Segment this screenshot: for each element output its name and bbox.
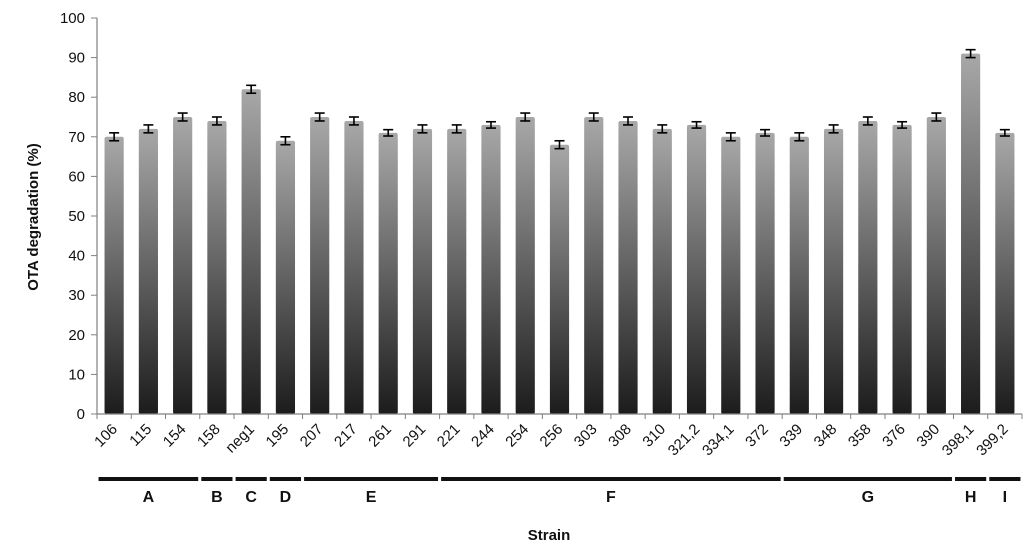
group-line <box>441 477 781 481</box>
category-label: 291 <box>400 421 430 451</box>
category-label: 256 <box>537 421 567 451</box>
category-label: 195 <box>263 421 293 451</box>
bar <box>412 128 433 414</box>
y-tick-label: 100 <box>60 10 85 27</box>
bar <box>926 117 946 414</box>
group-label: C <box>245 489 257 506</box>
category-label: 308 <box>605 421 635 451</box>
y-tick-label: 40 <box>68 248 85 265</box>
bar <box>275 140 296 414</box>
bar <box>241 89 261 414</box>
y-tick-label: 90 <box>68 50 85 67</box>
category-label: 115 <box>126 421 155 450</box>
y-tick-label: 60 <box>68 168 85 185</box>
bar <box>104 136 124 415</box>
axes <box>96 18 1023 419</box>
y-tick-label: 80 <box>68 89 85 106</box>
bar <box>344 120 364 415</box>
group-line <box>989 477 1021 481</box>
bar <box>755 132 775 414</box>
group-label: B <box>211 489 223 506</box>
y-tick-label: 50 <box>68 208 85 225</box>
group-line <box>955 477 987 481</box>
bar <box>995 132 1015 414</box>
category-label: 339 <box>776 421 806 451</box>
bar <box>515 117 535 414</box>
bar <box>138 128 158 414</box>
group-label: I <box>1003 489 1007 506</box>
group-label: F <box>606 489 616 506</box>
bar <box>173 117 193 414</box>
group-label: D <box>280 489 292 506</box>
category-label: 390 <box>913 421 943 451</box>
category-label: 254 <box>502 421 532 451</box>
y-tick-label: 70 <box>68 129 85 146</box>
category-label: 154 <box>160 421 190 451</box>
y-tick-label: 20 <box>68 327 85 344</box>
bar <box>823 128 844 414</box>
category-label: 376 <box>879 421 909 451</box>
bar <box>721 136 741 415</box>
bar <box>481 124 501 415</box>
group-label: G <box>862 489 874 506</box>
group-label: E <box>366 489 377 506</box>
group-line <box>304 477 439 481</box>
category-label: 303 <box>571 421 601 451</box>
y-tick-label: 30 <box>68 287 85 304</box>
category-label: 348 <box>811 421 841 451</box>
error-bars <box>109 48 1010 150</box>
bar <box>584 117 604 414</box>
category-label: 321,2 <box>665 421 704 460</box>
bars <box>104 53 1015 415</box>
bar <box>618 120 638 415</box>
group-line <box>201 477 233 481</box>
bar <box>549 144 570 414</box>
group-line <box>783 477 952 481</box>
bar <box>207 120 227 415</box>
group-line <box>235 477 267 481</box>
group-line <box>269 477 302 481</box>
bar <box>858 120 878 415</box>
y-tick-label: 10 <box>68 366 85 383</box>
group-line <box>98 477 199 481</box>
bar <box>378 132 398 414</box>
group-label: A <box>143 489 155 506</box>
bar <box>310 117 330 414</box>
category-label: 217 <box>331 421 361 451</box>
category-label: 372 <box>742 421 772 451</box>
category-label: 207 <box>297 421 327 451</box>
category-label: 399,2 <box>973 421 1012 460</box>
category-label: 106 <box>91 421 121 451</box>
category-label: neg1 <box>222 421 258 457</box>
strain-groups: A B C D E F G H I <box>98 477 1021 506</box>
y-axis-ticks: 0 10 20 30 40 50 60 70 80 90 100 <box>60 10 97 423</box>
category-label: 310 <box>639 421 669 451</box>
bar <box>789 136 809 415</box>
bar <box>892 124 912 415</box>
category-label: 244 <box>468 421 498 451</box>
category-label: 398,1 <box>939 421 978 460</box>
category-label: 261 <box>365 421 395 451</box>
group-label: H <box>965 489 977 506</box>
category-label: 158 <box>194 421 224 451</box>
bar <box>686 124 707 415</box>
bar <box>652 128 672 414</box>
y-axis-title: OTA degradation (%) <box>25 143 42 291</box>
category-label: 221 <box>434 421 464 451</box>
bar <box>961 53 981 414</box>
x-axis-title: Strain <box>528 527 571 544</box>
category-label: 358 <box>845 421 875 451</box>
y-tick-label: 0 <box>77 406 85 423</box>
bar <box>447 128 467 414</box>
category-label: 334,1 <box>699 421 738 460</box>
